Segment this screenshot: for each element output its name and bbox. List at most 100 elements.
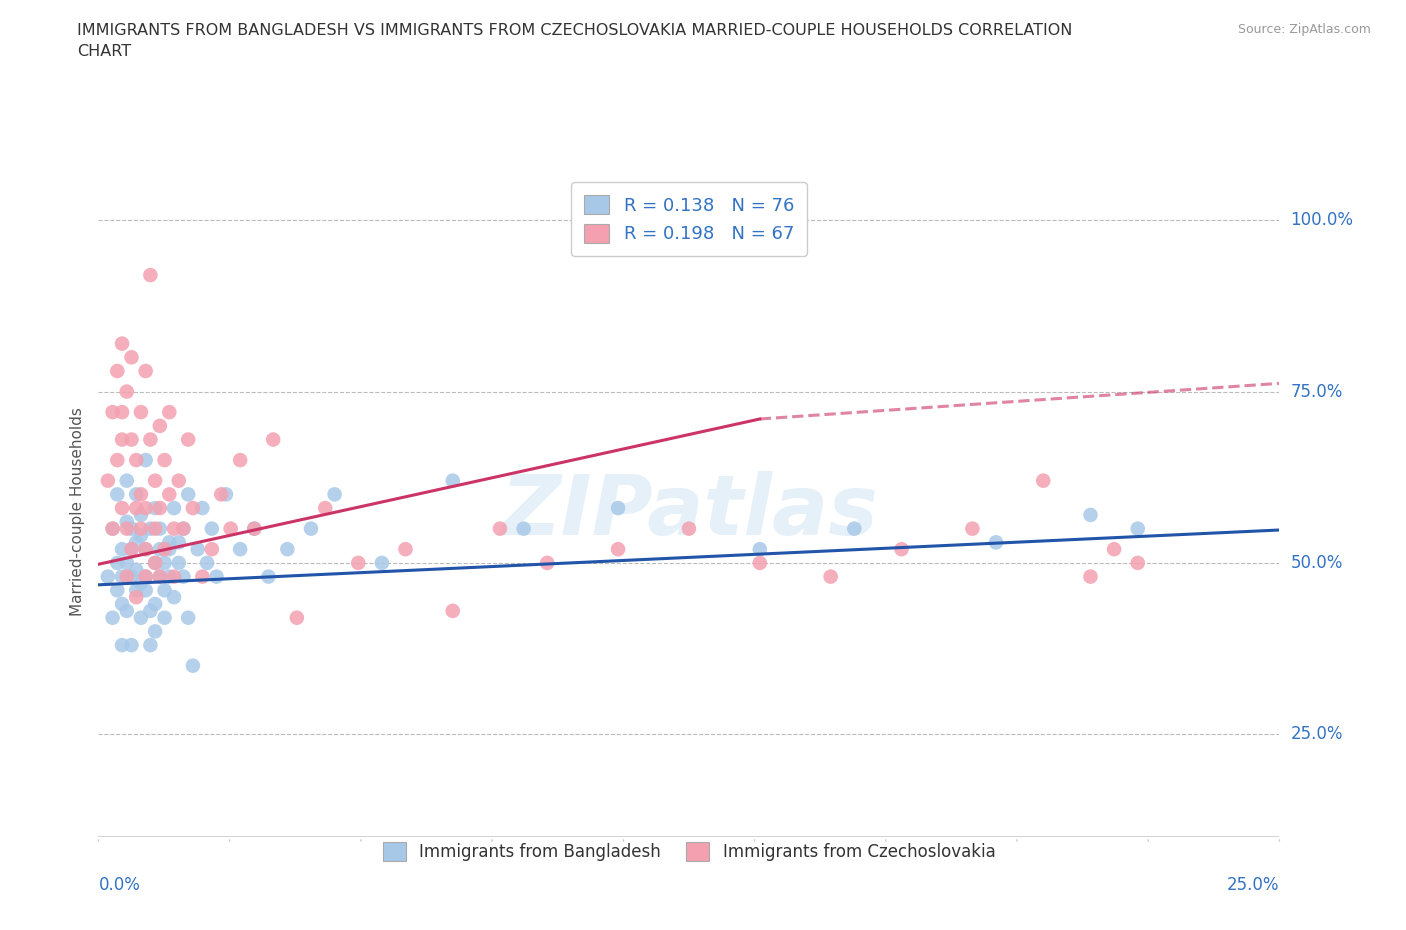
Text: 25.0%: 25.0% bbox=[1227, 876, 1279, 894]
Point bbox=[111, 336, 134, 351]
Point bbox=[149, 418, 172, 433]
Point bbox=[125, 583, 148, 598]
Point bbox=[129, 521, 152, 536]
Point bbox=[167, 535, 190, 550]
Point bbox=[257, 569, 280, 584]
Point bbox=[121, 542, 143, 557]
Point bbox=[125, 535, 148, 550]
Point bbox=[157, 535, 180, 550]
Point bbox=[195, 555, 218, 570]
Point bbox=[219, 521, 242, 536]
Point bbox=[115, 521, 138, 536]
Point bbox=[101, 405, 124, 419]
Point bbox=[441, 473, 464, 488]
Point bbox=[135, 542, 157, 557]
Point bbox=[172, 521, 194, 536]
Point bbox=[489, 521, 512, 536]
Point bbox=[1080, 508, 1102, 523]
Text: ZIPatlas: ZIPatlas bbox=[501, 471, 877, 552]
Point bbox=[125, 487, 148, 502]
Point bbox=[243, 521, 266, 536]
Point bbox=[167, 555, 190, 570]
Point bbox=[890, 542, 912, 557]
Point bbox=[607, 542, 630, 557]
Point bbox=[111, 638, 134, 653]
Point bbox=[229, 453, 252, 468]
Point bbox=[153, 453, 176, 468]
Point bbox=[748, 542, 770, 557]
Point bbox=[323, 487, 346, 502]
Point bbox=[115, 555, 138, 570]
Point bbox=[129, 528, 152, 543]
Point bbox=[163, 500, 186, 515]
Point bbox=[1126, 521, 1149, 536]
Point bbox=[125, 500, 148, 515]
Point bbox=[149, 569, 172, 584]
Point bbox=[149, 569, 172, 584]
Point bbox=[215, 487, 238, 502]
Point bbox=[115, 473, 138, 488]
Point bbox=[101, 610, 124, 625]
Point bbox=[115, 384, 138, 399]
Point bbox=[129, 487, 152, 502]
Point bbox=[139, 521, 162, 536]
Point bbox=[101, 521, 124, 536]
Point bbox=[125, 563, 148, 578]
Point bbox=[229, 542, 252, 557]
Point bbox=[105, 487, 128, 502]
Point bbox=[157, 542, 180, 557]
Point bbox=[105, 453, 128, 468]
Point bbox=[243, 521, 266, 536]
Point bbox=[314, 500, 336, 515]
Y-axis label: Married-couple Households: Married-couple Households bbox=[69, 407, 84, 616]
Point bbox=[157, 569, 180, 584]
Point bbox=[143, 521, 166, 536]
Point bbox=[371, 555, 394, 570]
Point bbox=[153, 583, 176, 598]
Point bbox=[262, 432, 284, 447]
Point bbox=[149, 521, 172, 536]
Point bbox=[153, 555, 176, 570]
Point bbox=[115, 569, 138, 584]
Point bbox=[187, 542, 209, 557]
Point bbox=[201, 521, 224, 536]
Point bbox=[135, 542, 157, 557]
Point bbox=[143, 555, 166, 570]
Point bbox=[143, 500, 166, 515]
Point bbox=[153, 610, 176, 625]
Point bbox=[201, 542, 224, 557]
Point bbox=[191, 500, 214, 515]
Point bbox=[984, 535, 1007, 550]
Point bbox=[135, 569, 157, 584]
Point bbox=[111, 405, 134, 419]
Point bbox=[962, 521, 984, 536]
Point bbox=[181, 658, 204, 673]
Point bbox=[111, 542, 134, 557]
Point bbox=[149, 500, 172, 515]
Point bbox=[105, 583, 128, 598]
Point bbox=[157, 487, 180, 502]
Point bbox=[394, 542, 416, 557]
Point bbox=[121, 542, 143, 557]
Point bbox=[105, 364, 128, 379]
Point bbox=[172, 569, 194, 584]
Point bbox=[139, 432, 162, 447]
Point bbox=[101, 521, 124, 536]
Point bbox=[139, 638, 162, 653]
Point bbox=[135, 569, 157, 584]
Point bbox=[105, 555, 128, 570]
Point bbox=[276, 542, 298, 557]
Point bbox=[607, 500, 630, 515]
Point bbox=[125, 453, 148, 468]
Text: 25.0%: 25.0% bbox=[1291, 725, 1343, 743]
Point bbox=[143, 624, 166, 639]
Point bbox=[97, 569, 120, 584]
Point bbox=[129, 610, 152, 625]
Point bbox=[205, 569, 228, 584]
Legend: Immigrants from Bangladesh, Immigrants from Czechoslovakia: Immigrants from Bangladesh, Immigrants f… bbox=[375, 836, 1002, 868]
Point bbox=[512, 521, 534, 536]
Text: 0.0%: 0.0% bbox=[98, 876, 141, 894]
Point bbox=[129, 508, 152, 523]
Point bbox=[111, 569, 134, 584]
Point bbox=[139, 268, 162, 283]
